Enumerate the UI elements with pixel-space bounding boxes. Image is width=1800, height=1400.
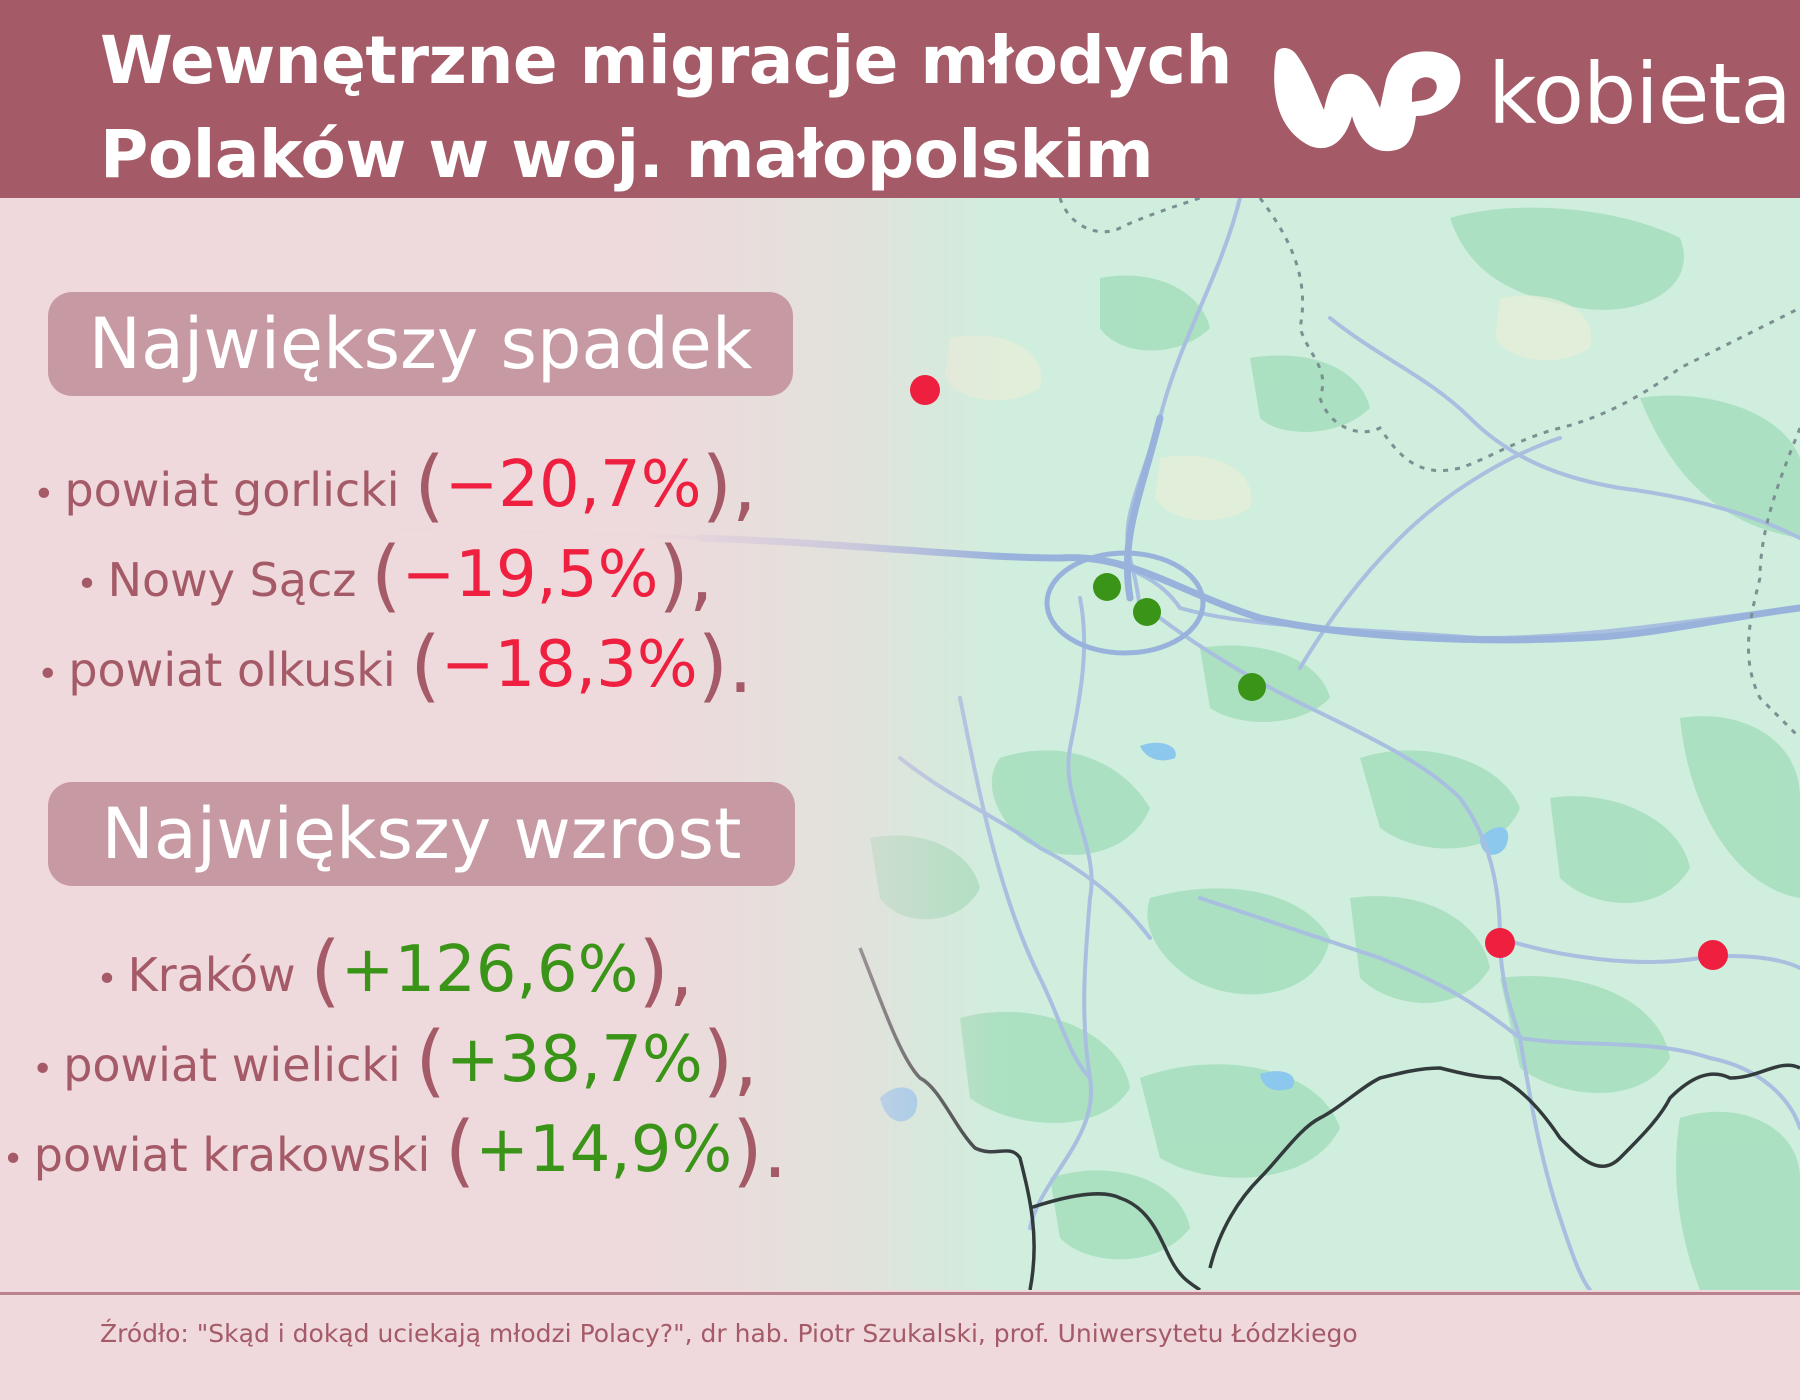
increase-item-name: Kraków — [127, 948, 311, 1002]
decrease-item: • powiat gorlicki (−20,7%), — [0, 440, 790, 540]
wp-logo-icon — [1274, 48, 1461, 152]
increase-item: • powiat wielicki (+38,7%), — [0, 1015, 790, 1115]
decrease-item-name: powiat gorlicki — [64, 463, 415, 517]
paren-close: ) — [702, 1016, 734, 1106]
paren-open: ( — [414, 441, 445, 531]
increase-item-value: +38,7% — [445, 1023, 703, 1097]
increase-marker — [1133, 598, 1161, 626]
increase-item-punct: , — [733, 1016, 759, 1106]
decrease-item-value: −18,3% — [440, 628, 698, 702]
paren-open: ( — [410, 621, 441, 711]
decrease-item-value: −20,7% — [444, 448, 702, 522]
decrease-item: • powiat olkuski (−18,3%). — [0, 620, 790, 720]
decrease-item-punct: . — [728, 621, 753, 711]
decrease-marker — [1485, 928, 1515, 958]
decrease-item: • Nowy Sącz (−19,5%), — [0, 530, 790, 630]
decrease-item-name: Nowy Sącz — [107, 553, 372, 607]
decrease-item-value: −19,5% — [401, 538, 659, 612]
bullet-icon: • — [96, 959, 118, 1000]
paren-open: ( — [310, 926, 341, 1016]
page-title: Wewnętrzne migracje młodych Polaków w wo… — [100, 14, 1232, 202]
paren-close: ) — [638, 926, 669, 1016]
decrease-marker — [910, 375, 940, 405]
source-text: Źródło: "Skąd i dokąd uciekają młodzi Po… — [100, 1319, 1358, 1348]
map-background — [0, 198, 1800, 1290]
increase-item-value: +14,9% — [475, 1113, 733, 1187]
page-title-line-1: Wewnętrzne migracje młodych — [100, 22, 1232, 99]
decrease-marker — [1698, 940, 1728, 970]
page-title-line-2: Polaków w woj. małopolskim — [100, 116, 1154, 193]
paren-open: ( — [415, 1016, 446, 1106]
bullet-icon: • — [33, 474, 55, 515]
paren-open: ( — [444, 1106, 476, 1196]
increase-item-punct: . — [762, 1106, 788, 1196]
logo-text: kobieta — [1488, 45, 1792, 143]
decrease-item-punct: , — [688, 531, 714, 621]
footer-divider — [0, 1292, 1800, 1295]
bullet-icon: • — [76, 564, 98, 605]
paren-close: ) — [658, 531, 689, 621]
paren-close: ) — [701, 441, 732, 531]
increase-item-value: +126,6% — [340, 933, 639, 1007]
header-bar — [0, 0, 1800, 198]
paren-open: ( — [371, 531, 402, 621]
increase-item-name: powiat wielicki — [63, 1038, 416, 1092]
paren-close: ) — [732, 1106, 763, 1196]
increase-heading: Największy wzrost — [48, 782, 795, 886]
wp-logo: kobieta — [1262, 34, 1792, 164]
increase-item-name: powiat krakowski — [33, 1128, 445, 1182]
increase-marker — [1238, 673, 1266, 701]
bullet-icon: • — [2, 1139, 24, 1180]
increase-item: • powiat krakowski (+14,9%). — [0, 1105, 790, 1205]
increase-marker — [1093, 573, 1121, 601]
bullet-icon: • — [37, 654, 59, 695]
increase-item-punct: , — [668, 926, 694, 1016]
decrease-item-punct: , — [732, 441, 757, 531]
bullet-icon: • — [31, 1049, 54, 1090]
paren-close: ) — [697, 621, 729, 711]
decrease-heading: Największy spadek — [48, 292, 793, 396]
decrease-item-name: powiat olkuski — [68, 643, 411, 697]
increase-item: • Kraków (+126,6%), — [0, 925, 790, 1025]
